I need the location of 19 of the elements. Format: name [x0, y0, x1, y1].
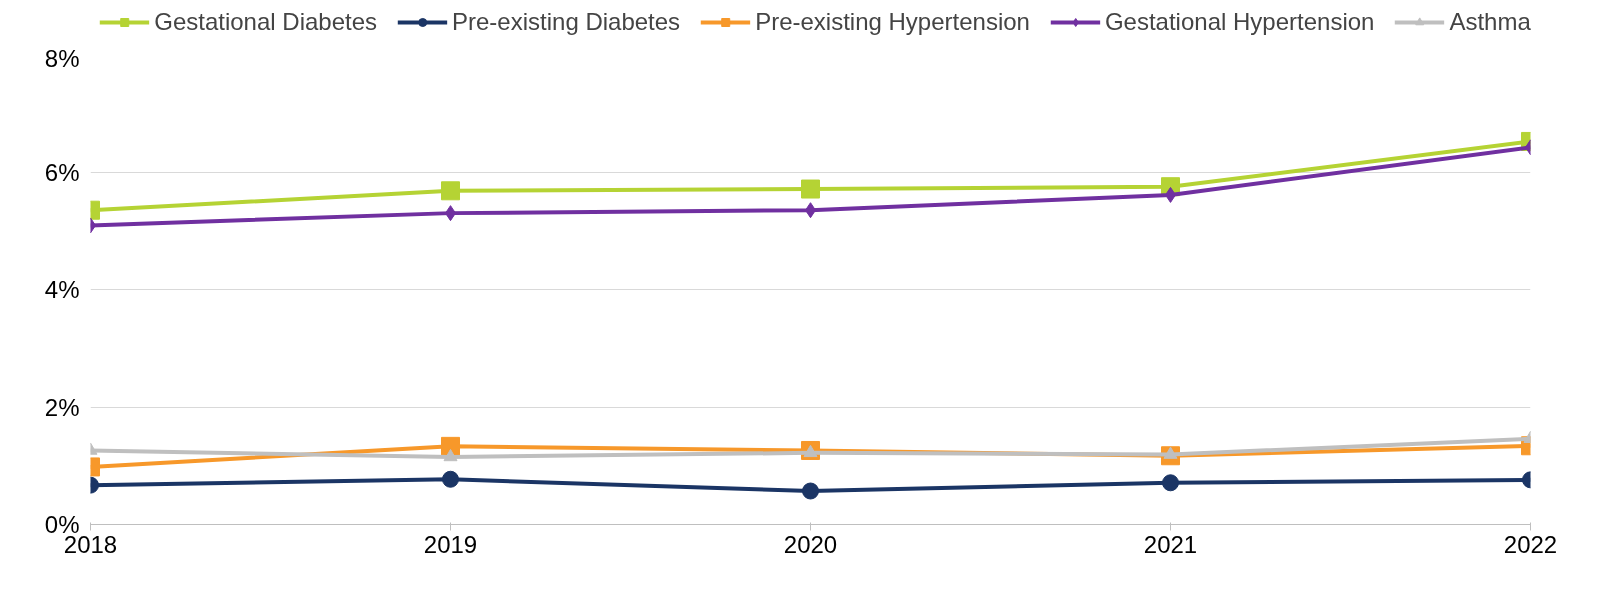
legend-label: Asthma [1449, 8, 1531, 36]
point [1162, 474, 1179, 492]
legend-label: Pre-existing Hypertension [755, 8, 1030, 36]
legend-label: Pre-existing Diabetes [452, 8, 681, 36]
y-tick-label: 4% [44, 276, 80, 303]
point [441, 181, 460, 201]
point [801, 179, 820, 199]
legend-label: Gestational Diabetes [154, 8, 378, 36]
point [802, 482, 819, 500]
y-tick-label: 8% [44, 44, 80, 72]
y-tick-label: 6% [44, 158, 80, 186]
y-tick-label: 2% [44, 393, 80, 421]
x-tick-label: 2021 [1143, 530, 1198, 558]
legend-label: Gestational Hypertension [1104, 8, 1375, 36]
point [442, 470, 459, 488]
x-tick-label: 2020 [783, 530, 838, 558]
point [443, 448, 458, 462]
x-tick-label: 2022 [1503, 530, 1558, 558]
x-tick-label: 2019 [423, 530, 478, 558]
